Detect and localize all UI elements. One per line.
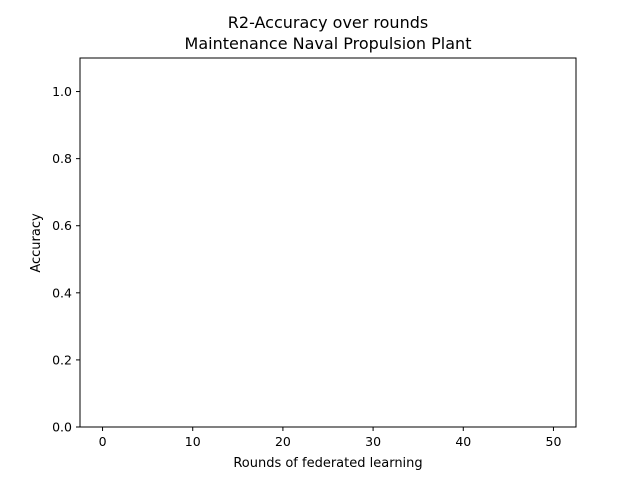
chart-title: R2-Accuracy over rounds [228,13,428,32]
y-tick-label: 0.4 [52,285,72,300]
y-axis-label: Accuracy [29,213,44,273]
x-tick-label: 0 [99,434,107,449]
y-tick-label: 0.0 [52,420,72,435]
x-axis-ticks: 0 10 20 30 40 50 [99,427,562,449]
y-tick-label: 0.6 [52,218,72,233]
plot-area [79,57,577,428]
y-tick-label: 1.0 [52,84,72,99]
x-tick-label: 40 [455,434,471,449]
y-tick-label: 0.2 [52,352,72,367]
x-axis-label: Rounds of federated learning [233,456,422,471]
x-tick-label: 50 [546,434,562,449]
y-tick-label: 0.8 [52,151,72,166]
chart-subtitle: Maintenance Naval Propulsion Plant [185,34,472,53]
y-axis-ticks: 0.0 0.2 0.4 0.6 0.8 1.0 [52,84,80,435]
x-tick-label: 30 [365,434,381,449]
x-tick-label: 20 [275,434,291,449]
x-tick-label: 10 [185,434,201,449]
plot-frame [79,57,577,428]
